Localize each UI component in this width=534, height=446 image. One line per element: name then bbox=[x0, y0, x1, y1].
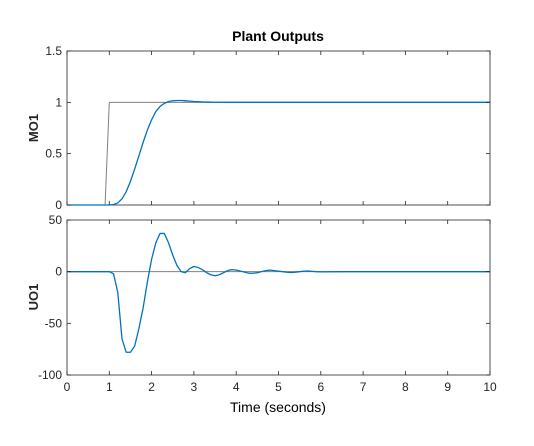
top-ytick-label: 0 bbox=[55, 198, 62, 212]
bottom-xtick-label: 2 bbox=[148, 380, 155, 394]
bottom-xtick-label: 5 bbox=[275, 380, 282, 394]
top-series-1-line bbox=[67, 99, 490, 206]
chart-title: Plant Outputs bbox=[232, 28, 324, 44]
bottom-xtick-label: 3 bbox=[191, 380, 198, 394]
top-plot-area bbox=[67, 99, 490, 206]
bottom-ytick-label: 0 bbox=[55, 265, 62, 279]
top-axes-frame bbox=[66, 50, 491, 206]
bottom-xtick-label: 10 bbox=[483, 380, 497, 394]
top-ytick-label: 1.5 bbox=[45, 44, 62, 58]
bottom-xtick-label: 1 bbox=[106, 380, 113, 394]
bottom-ticks: 0 1 2 3 4 5 6 7 8 9 10 -100 -50 0 50 bbox=[38, 213, 497, 394]
bottom-plot-area bbox=[67, 232, 490, 353]
top-ytick-label: 0.5 bbox=[45, 147, 62, 161]
top-ylabel: MO1 bbox=[26, 114, 41, 142]
top-ytick-label: 1 bbox=[55, 95, 62, 109]
bottom-ytick-label: -100 bbox=[38, 368, 62, 382]
bottom-xtick-label: 7 bbox=[360, 380, 367, 394]
bottom-ylabel: UO1 bbox=[26, 284, 41, 311]
bottom-axes-frame bbox=[66, 219, 491, 376]
bottom-series-1-line bbox=[67, 232, 490, 353]
bottom-axes: 0 1 2 3 4 5 6 7 8 9 10 -100 -50 0 50 UO1 Time (seconds… bbox=[26, 213, 497, 415]
bottom-xtick-label: 6 bbox=[317, 380, 324, 394]
bottom-ytick-label: -50 bbox=[45, 316, 63, 330]
top-ticks: 0 0.5 1 1.5 bbox=[45, 44, 491, 212]
x-axis-label: Time (seconds) bbox=[230, 399, 326, 415]
bottom-xtick-label: 9 bbox=[444, 380, 451, 394]
top-axes: 0 0.5 1 1.5 MO1 bbox=[26, 44, 491, 212]
bottom-xtick-label: 4 bbox=[233, 380, 240, 394]
bottom-ytick-label: 50 bbox=[49, 213, 63, 227]
bottom-xtick-label: 8 bbox=[402, 380, 409, 394]
bottom-xtick-label: 0 bbox=[64, 380, 71, 394]
